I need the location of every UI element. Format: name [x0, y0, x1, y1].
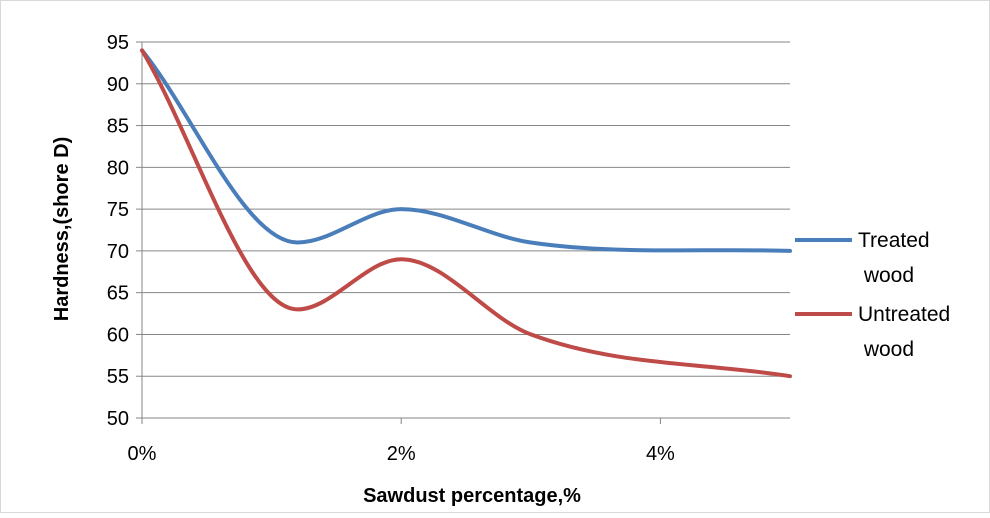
legend-label: Untreated wood: [858, 303, 950, 361]
x-tick-label: 4%: [646, 443, 675, 465]
axes: [141, 42, 790, 419]
y-tick-label: 70: [107, 241, 129, 263]
x-tick-label: 2%: [387, 443, 416, 465]
series-line-untreated-wood: [140, 48, 792, 379]
y-tick-label: 80: [107, 157, 129, 179]
y-axis-title: Hardness,(shore D): [51, 137, 73, 322]
series-lines: [140, 48, 792, 379]
legend-label: Treated wood: [858, 229, 930, 287]
y-tick-label: 55: [107, 366, 129, 388]
y-tick-label: 90: [107, 74, 129, 96]
x-axis-title: Sawdust percentage,%: [363, 485, 581, 507]
y-tick-label: 85: [107, 116, 129, 138]
x-tick-labels: 0% 2% 4%: [128, 418, 675, 465]
y-tick-label: 50: [107, 408, 129, 430]
y-tick-label: 60: [107, 324, 129, 346]
x-tick-label: 0%: [128, 443, 157, 465]
series-line-treated-wood: [140, 48, 792, 253]
y-tick-label: 95: [107, 32, 129, 54]
legend: Treated wood Untreated wood: [795, 229, 950, 361]
y-tick-labels: 50 55 60 65 70 75 80 85 90 95: [107, 32, 142, 430]
y-tick-label: 65: [107, 283, 129, 305]
y-tick-label: 75: [107, 199, 129, 221]
